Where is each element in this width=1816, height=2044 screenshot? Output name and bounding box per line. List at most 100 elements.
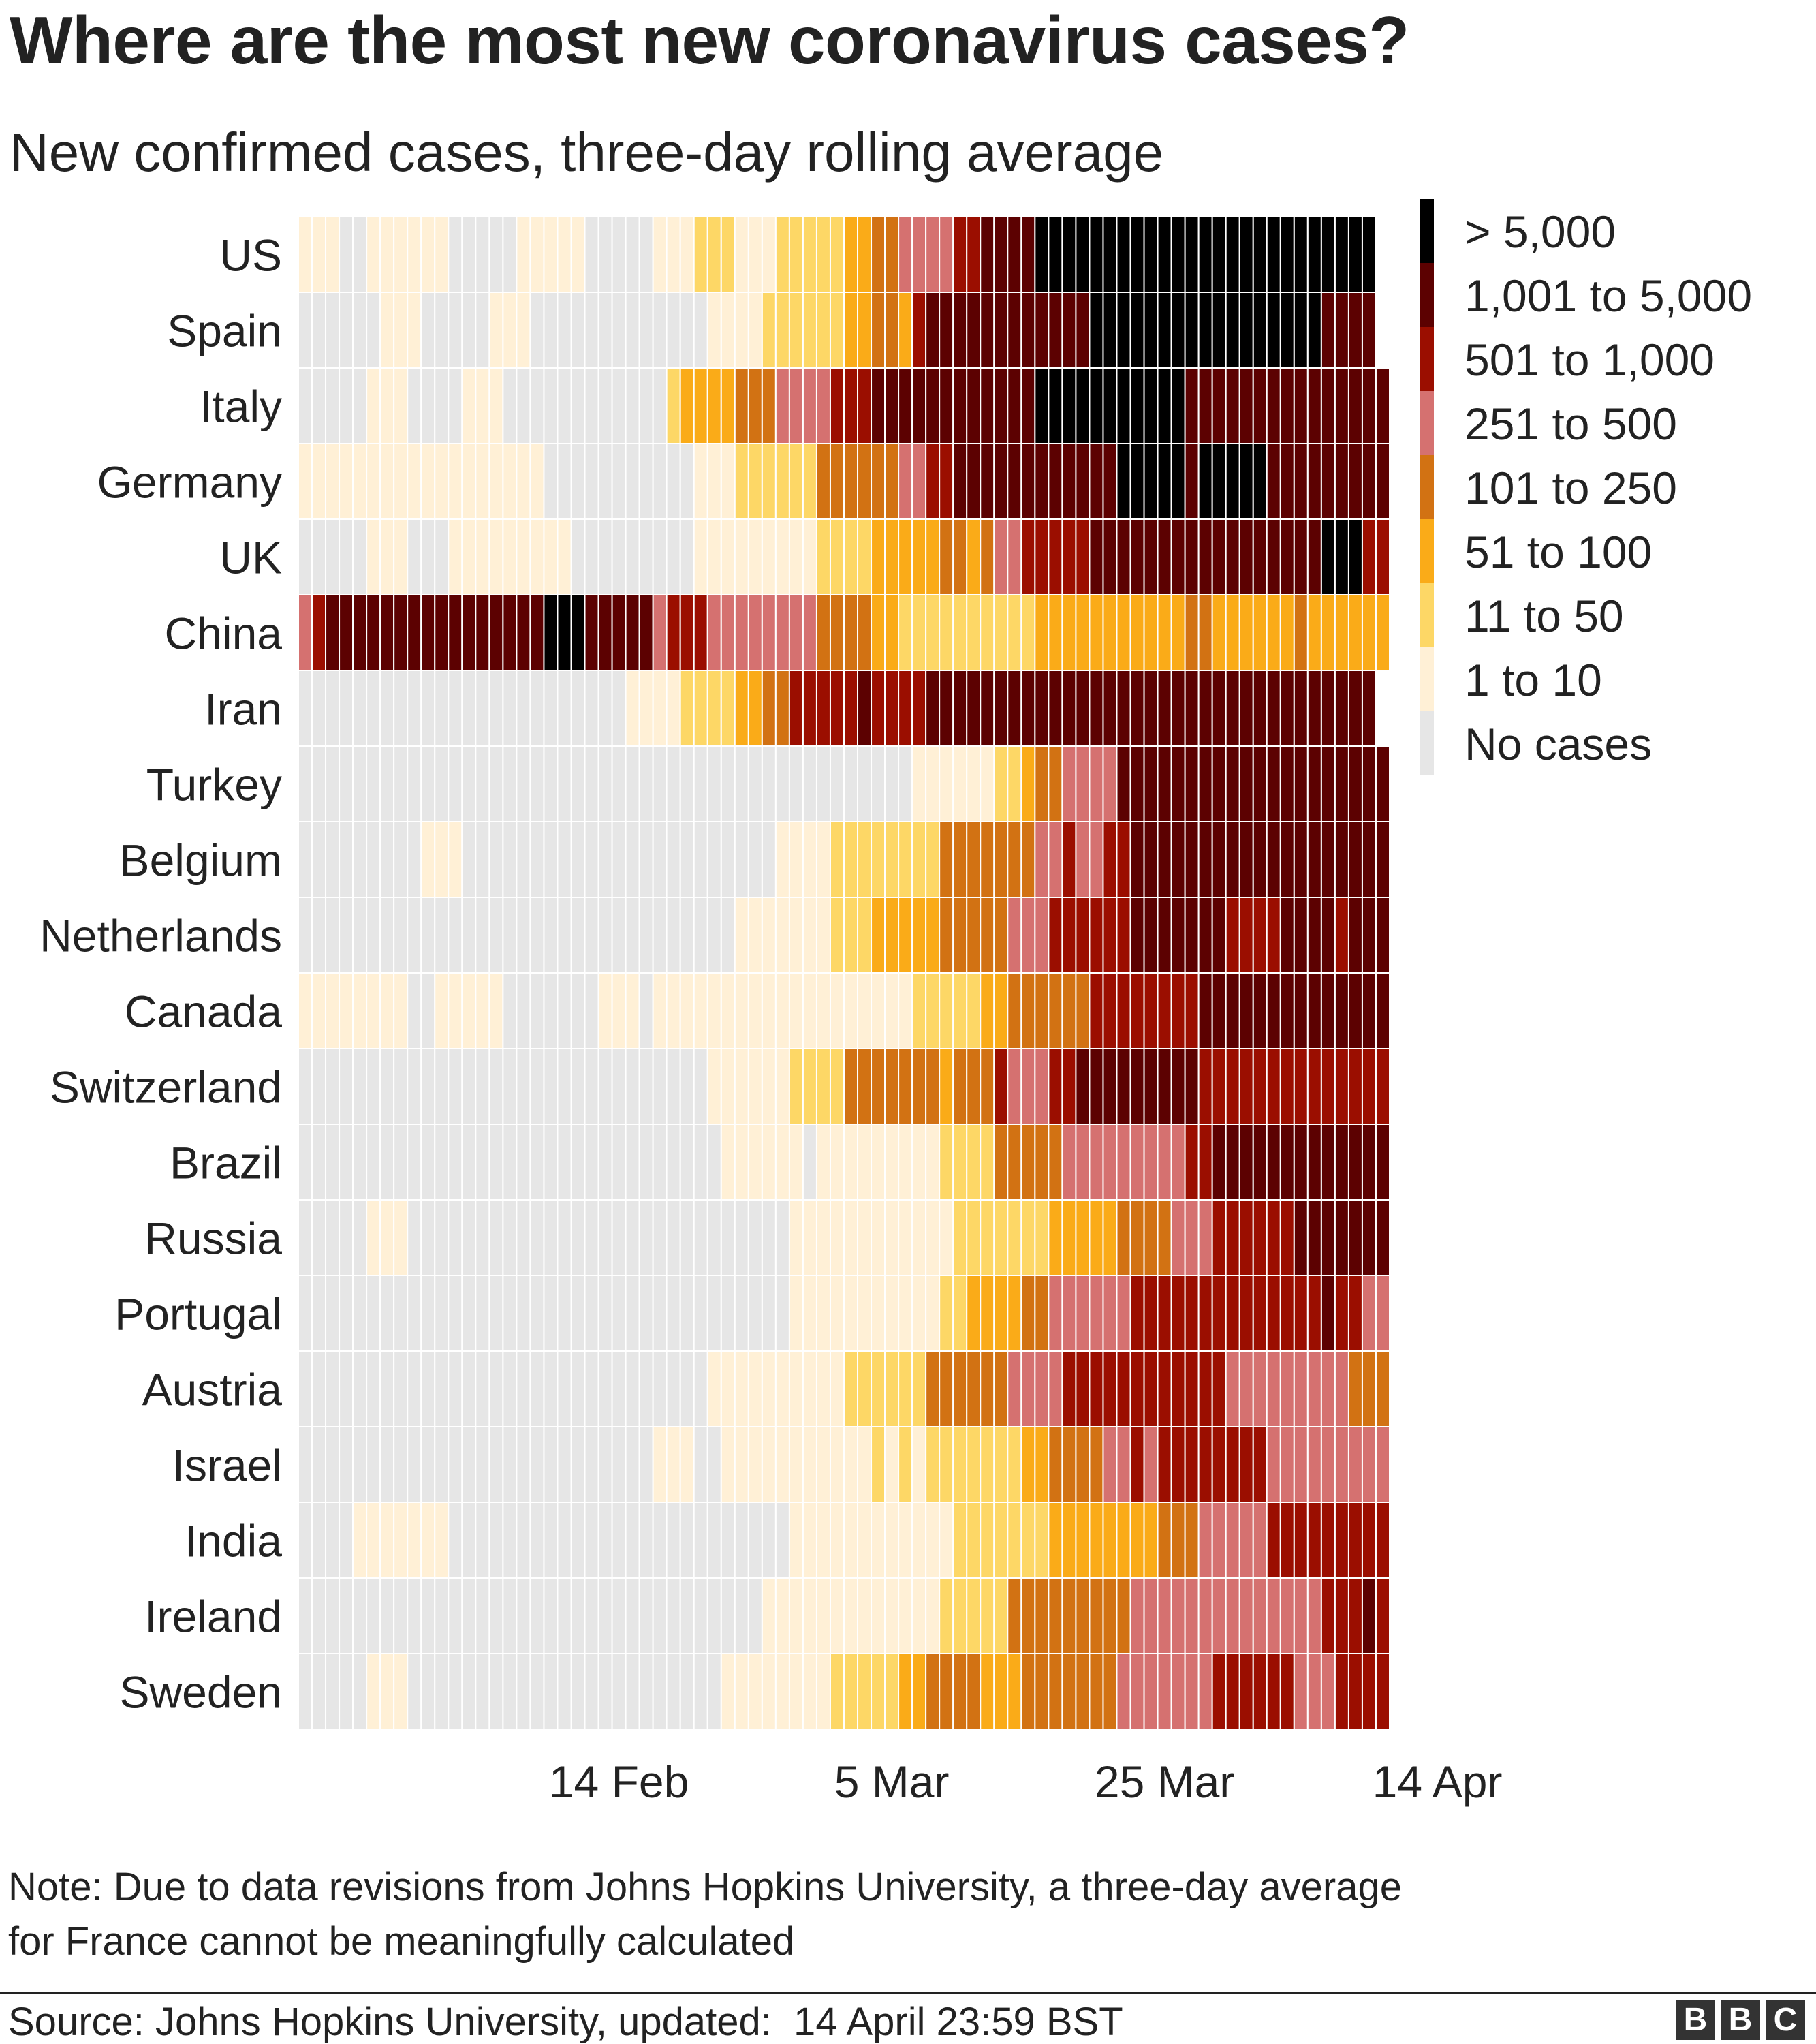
heatmap-cell (980, 1048, 995, 1125)
heatmap-cell (1170, 821, 1186, 898)
heatmap-cell (788, 1275, 804, 1352)
heatmap-cell (871, 292, 886, 369)
heatmap-cell (843, 292, 859, 369)
heatmap-cell (339, 745, 354, 822)
heatmap-cell (1197, 367, 1213, 444)
heatmap-cell (557, 216, 572, 293)
heatmap-cell (1197, 1124, 1213, 1201)
heatmap-cell (761, 1502, 777, 1579)
heatmap-cell (952, 670, 968, 747)
heatmap-cell (352, 443, 368, 520)
note-line: Note: Due to data revisions from Johns H… (8, 1865, 1403, 1909)
heatmap-cell (761, 292, 777, 369)
heatmap-cell (311, 745, 327, 822)
heatmap-cell (1157, 1577, 1172, 1654)
heatmap-cell (966, 216, 982, 293)
heatmap-cell (352, 594, 368, 671)
heatmap-cell (911, 1502, 927, 1579)
heatmap-cell (788, 1502, 804, 1579)
heatmap-cell (1075, 897, 1091, 974)
heatmap-cell (502, 1653, 518, 1730)
heatmap-cell (1334, 367, 1349, 444)
heatmap-cell (1116, 1426, 1131, 1503)
heatmap-cell (298, 1124, 313, 1201)
heatmap-cell (379, 594, 395, 671)
heatmap-cell (761, 972, 777, 1049)
heatmap-cell (774, 367, 790, 444)
heatmap-cell (352, 518, 368, 595)
heatmap-cell (1061, 972, 1077, 1049)
heatmap-cell (1020, 518, 1036, 595)
heatmap-cell (434, 292, 450, 369)
heatmap-cell (325, 1124, 341, 1201)
heatmap-cell (625, 1502, 640, 1579)
heatmap-cell (1361, 670, 1377, 747)
heatmap-cell (666, 1426, 681, 1503)
heatmap-cell (584, 745, 599, 822)
heatmap-cell (448, 821, 463, 898)
heatmap-cell (1266, 1653, 1281, 1730)
heatmap-cell (339, 518, 354, 595)
heatmap-cell (529, 1275, 545, 1352)
heatmap-cell (1129, 821, 1145, 898)
heatmap-cell (516, 1048, 531, 1125)
heatmap-cell (1143, 1350, 1159, 1427)
heatmap-cell (1061, 1653, 1077, 1730)
heatmap-cell (747, 594, 763, 671)
heatmap-cell (925, 1048, 941, 1125)
heatmap-cell (475, 745, 490, 822)
heatmap-cell (1320, 1350, 1336, 1427)
heatmap-cell (898, 670, 913, 747)
heatmap-cell (638, 1502, 654, 1579)
x-tick-label: 5 Mar (834, 1756, 950, 1807)
heatmap-cell (1034, 897, 1050, 974)
heatmap-cell (679, 821, 695, 898)
heatmap-cell (311, 897, 327, 974)
heatmap-cell (352, 1577, 368, 1654)
heatmap-cell (1020, 972, 1036, 1049)
heatmap-cell (1211, 1048, 1227, 1125)
heatmap-cell (993, 292, 1009, 369)
heatmap-cell (1170, 216, 1186, 293)
heatmap-cell (925, 745, 941, 822)
heatmap-cell (993, 1124, 1009, 1201)
heatmap-cell (720, 821, 736, 898)
heatmap-cell (1157, 1124, 1172, 1201)
heatmap-cell (734, 1124, 749, 1201)
heatmap-cell (1020, 216, 1036, 293)
heatmap-cell (516, 1653, 531, 1730)
heatmap-cell (339, 1653, 354, 1730)
heatmap-cell (980, 1653, 995, 1730)
heatmap-cell (1306, 897, 1322, 974)
heatmap-cell (1347, 292, 1363, 369)
heatmap-cell (529, 670, 545, 747)
heatmap-cell (1061, 745, 1077, 822)
heatmap-cell (298, 1653, 313, 1730)
heatmap-cell (1102, 1426, 1118, 1503)
heatmap-cell (366, 897, 381, 974)
heatmap-cell (1293, 443, 1309, 520)
heatmap-cell (352, 367, 368, 444)
heatmap-cell (1020, 594, 1036, 671)
heatmap-cell (638, 1577, 654, 1654)
heatmap-cell (747, 1048, 763, 1125)
heatmap-cell (434, 1199, 450, 1276)
heatmap-cell (584, 367, 599, 444)
heatmap-cell (1293, 594, 1309, 671)
heatmap-cell (1020, 670, 1036, 747)
heatmap-cell (1157, 972, 1172, 1049)
heatmap-cell (488, 821, 504, 898)
heatmap-cell (1334, 1577, 1349, 1654)
heatmap-cell (898, 1048, 913, 1125)
heatmap-cell (366, 216, 381, 293)
heatmap-cell (706, 1653, 722, 1730)
heatmap-cell (448, 1275, 463, 1352)
heatmap-cell (638, 745, 654, 822)
heatmap-cell (543, 1124, 559, 1201)
heatmap-cell (1129, 1577, 1145, 1654)
heatmap-cell (898, 443, 913, 520)
country-label: Israel (172, 1440, 282, 1491)
heatmap-cell (352, 897, 368, 974)
heatmap-cell (379, 518, 395, 595)
heatmap-cell (843, 972, 859, 1049)
